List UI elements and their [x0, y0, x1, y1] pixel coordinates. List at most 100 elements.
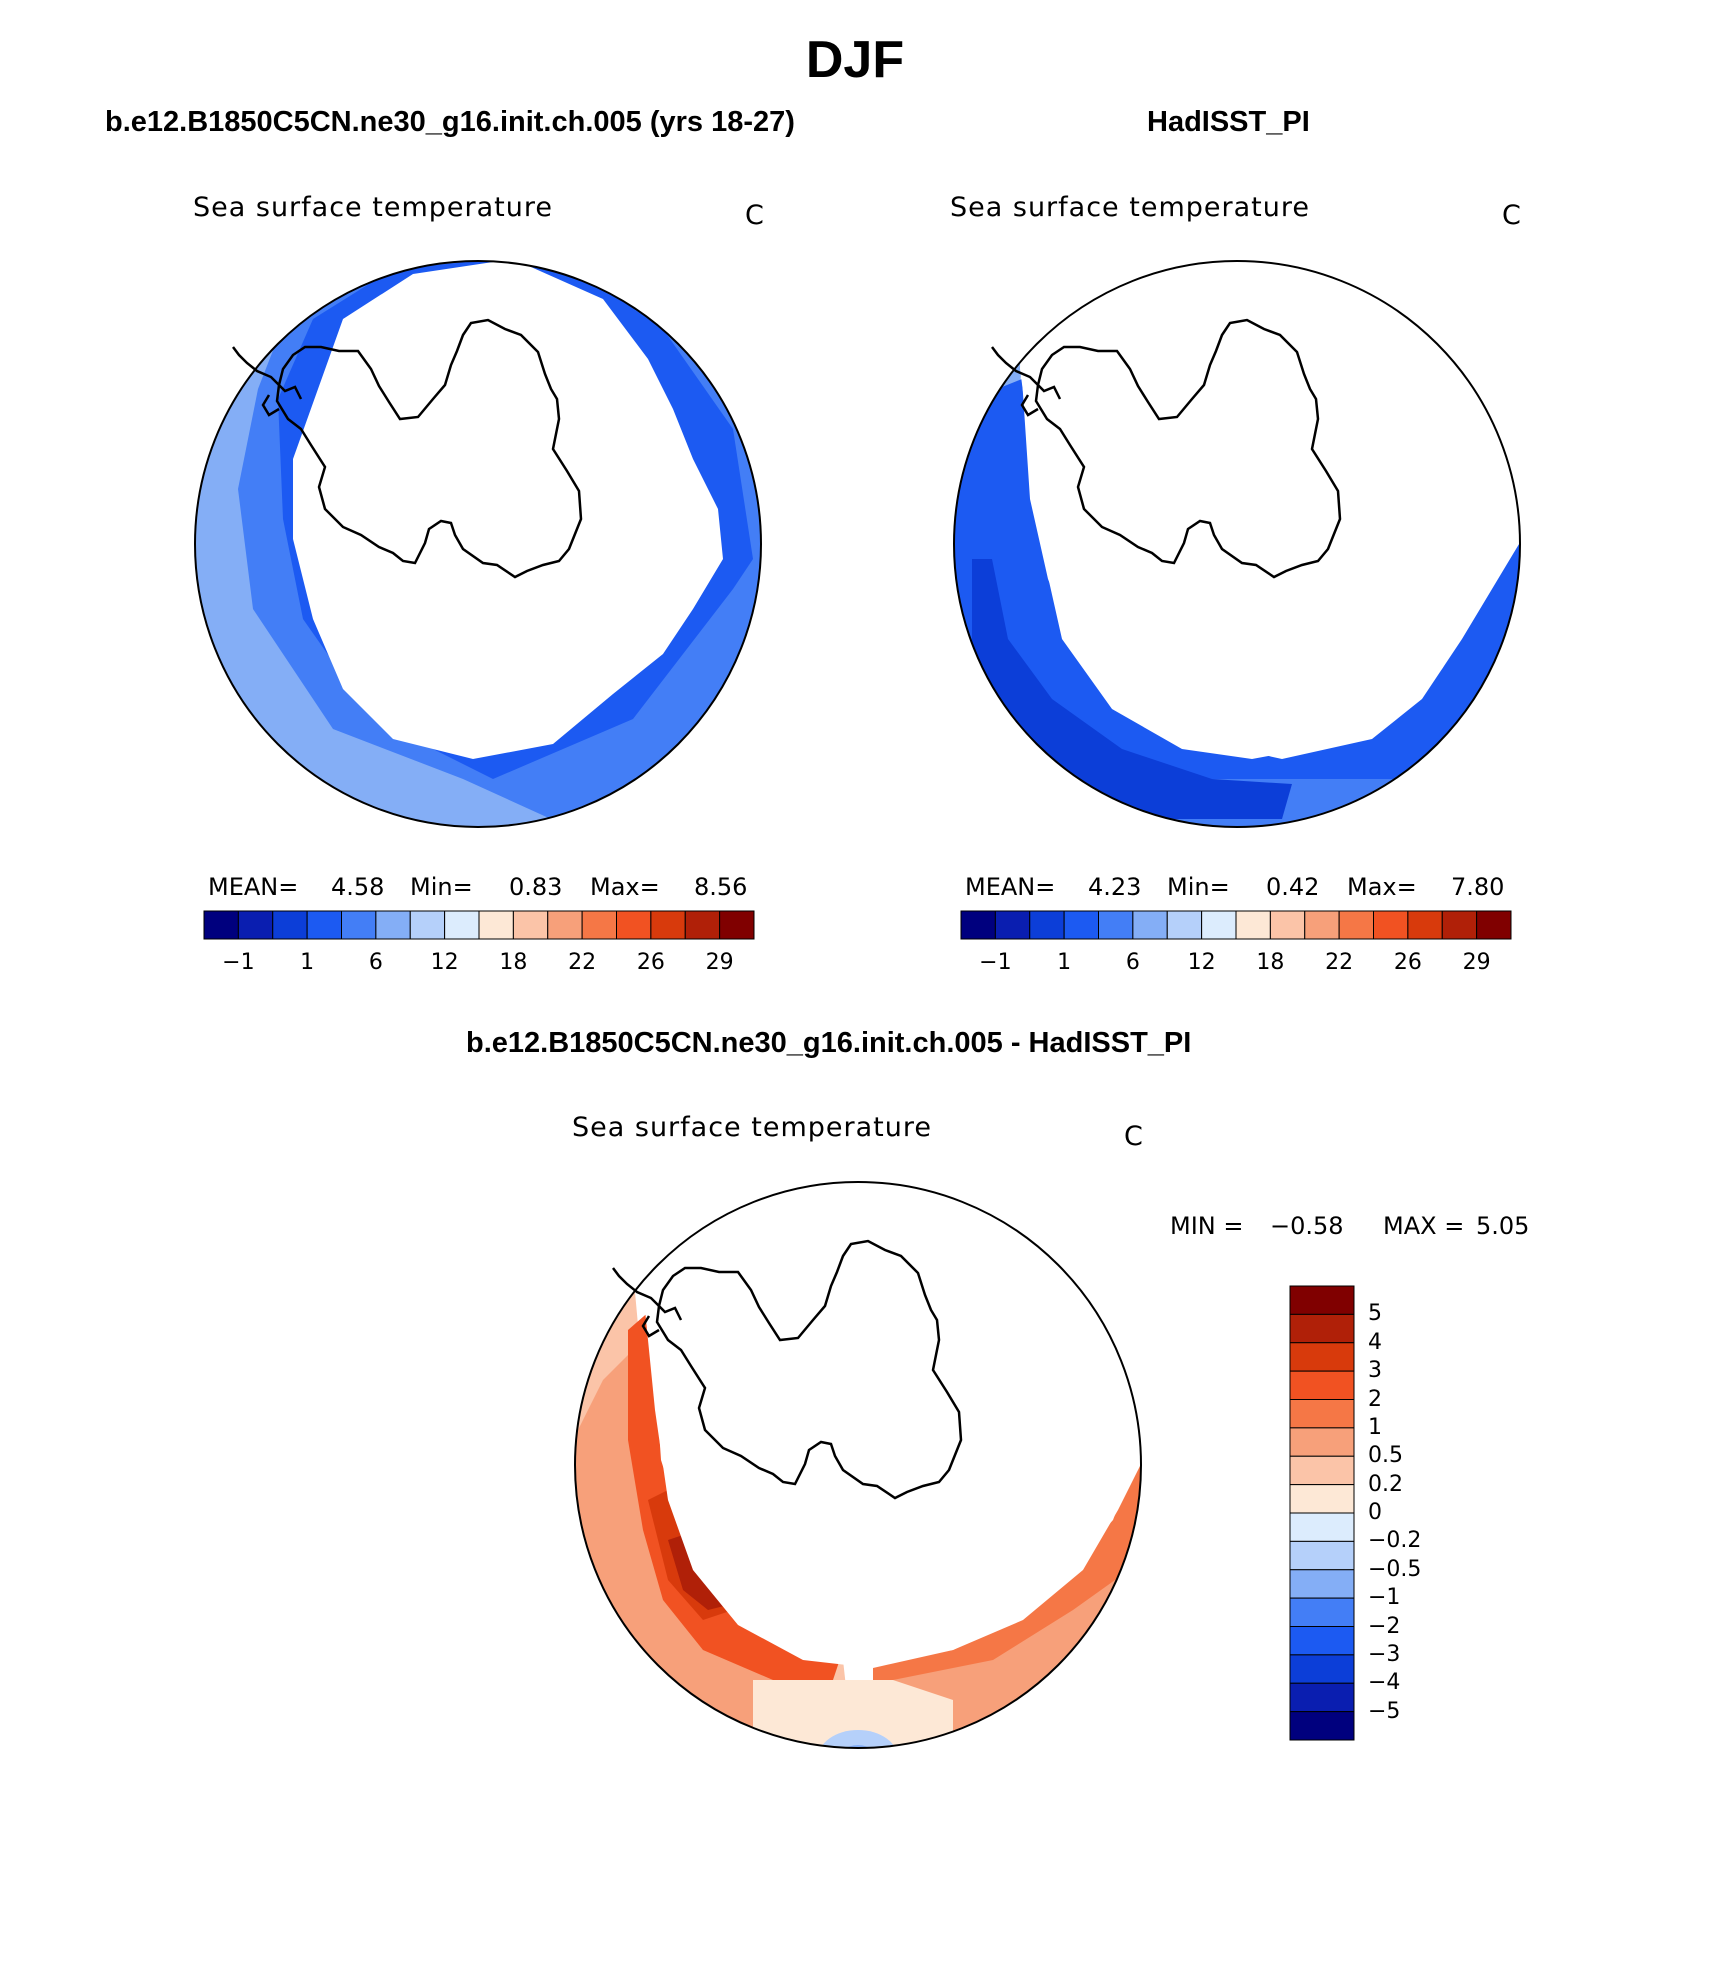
obs-colorbar — [960, 910, 1512, 940]
obs-mean-label: MEAN= — [965, 873, 1056, 901]
colorbar-swatch — [1289, 1427, 1355, 1457]
colorbar-swatch — [1289, 1540, 1355, 1571]
colorbar-swatch — [1289, 1285, 1355, 1315]
colorbar-tick-label: 22 — [1325, 950, 1354, 975]
colorbar-tick-label: −4 — [1368, 1670, 1401, 1696]
colorbar-swatch — [341, 910, 377, 940]
colorbar-tick-label: −2 — [1368, 1613, 1401, 1639]
model-polar-map — [194, 260, 762, 828]
colorbar-tick-label: 0.2 — [1368, 1471, 1403, 1497]
model-units-label: C — [745, 200, 764, 231]
colorbar-swatch — [581, 910, 617, 940]
colorbar-swatch — [547, 910, 583, 940]
colorbar-swatch — [1289, 1654, 1355, 1684]
obs-peninsula-outline — [991, 346, 1062, 417]
colorbar-swatch — [1132, 910, 1168, 940]
colorbar-tick-label: 29 — [1462, 950, 1491, 975]
colorbar-tick-label: 3 — [1368, 1358, 1382, 1384]
colorbar-swatch — [1289, 1569, 1355, 1599]
obs-units-label: C — [1502, 200, 1521, 231]
diff-max-label: MAX = — [1383, 1212, 1465, 1240]
diff-peninsula-outline — [612, 1267, 683, 1338]
model-max-label: Max= — [590, 873, 660, 901]
diff-min-label: MIN = — [1170, 1212, 1244, 1240]
colorbar-swatch — [512, 910, 549, 940]
colorbar-swatch — [1289, 1512, 1355, 1542]
model-colorbar — [203, 910, 755, 940]
colorbar-swatch — [444, 910, 480, 940]
colorbar-swatch — [1289, 1342, 1355, 1372]
main-title: DJF — [805, 31, 905, 89]
colorbar-tick-label: 6 — [368, 950, 383, 975]
diff-south-pale — [753, 1680, 953, 1748]
colorbar-tick-label: 18 — [499, 950, 528, 975]
diff-min-value: −0.58 — [1270, 1212, 1344, 1240]
diff-antarctica-outline — [655, 1239, 963, 1500]
colorbar-swatch — [1289, 1597, 1355, 1627]
colorbar-swatch — [306, 910, 342, 940]
colorbar-tick-label: 0 — [1368, 1500, 1382, 1525]
diff-polar-map — [574, 1181, 1142, 1749]
colorbar-tick-label: 26 — [636, 950, 665, 975]
colorbar-swatch — [1338, 910, 1374, 940]
colorbar-swatch — [1166, 910, 1203, 940]
colorbar-tick-label: −1 — [222, 950, 255, 975]
colorbar-swatch — [1304, 910, 1340, 940]
obs-antarctica-outline — [1034, 318, 1342, 579]
obs-min-value: 0.42 — [1266, 873, 1320, 901]
colorbar-tick-label: 4 — [1368, 1329, 1382, 1355]
colorbar-swatch — [994, 910, 1031, 940]
colorbar-tick-label: 18 — [1256, 950, 1285, 975]
colorbar-swatch — [1407, 910, 1443, 940]
obs-max-value: 7.80 — [1451, 873, 1505, 901]
colorbar-swatch — [1029, 910, 1065, 940]
colorbar-tick-label: 22 — [568, 950, 597, 975]
colorbar-swatch — [272, 910, 308, 940]
colorbar-swatch — [1269, 910, 1306, 940]
colorbar-swatch — [1289, 1484, 1355, 1514]
model-mean-value: 4.58 — [331, 873, 385, 901]
colorbar-tick-label: 26 — [1393, 950, 1422, 975]
colorbar-tick-label: 12 — [430, 950, 459, 975]
colorbar-tick-label: 1 — [1057, 950, 1072, 975]
colorbar-tick-label: 2 — [1368, 1386, 1382, 1412]
diff-units-label: C — [1124, 1121, 1143, 1152]
colorbar-swatch — [1235, 910, 1271, 940]
colorbar-swatch — [960, 910, 996, 940]
colorbar-swatch — [719, 910, 755, 940]
colorbar-tick-label: 5 — [1368, 1301, 1382, 1327]
colorbar-tick-label: −0.2 — [1368, 1528, 1422, 1554]
colorbar-swatch — [1289, 1313, 1355, 1344]
colorbar-swatch — [237, 910, 274, 940]
diff-negative-core — [836, 1745, 880, 1748]
colorbar-swatch — [1373, 910, 1409, 940]
obs-ocean-deep — [972, 559, 1292, 819]
colorbar-swatch — [478, 910, 514, 940]
colorbar-swatch — [1289, 1455, 1355, 1486]
colorbar-tick-label: −1 — [1368, 1585, 1401, 1611]
diff-max-value: 5.05 — [1476, 1212, 1530, 1240]
model-antarctica-outline — [275, 318, 583, 579]
diff-negative-patch — [818, 1730, 898, 1748]
model-min-label: Min= — [410, 873, 473, 901]
obs-panel-heading: HadISST_PI — [1147, 106, 1310, 138]
colorbar-tick-label: −5 — [1368, 1698, 1401, 1724]
model-min-value: 0.83 — [509, 873, 563, 901]
colorbar-tick-label: 12 — [1187, 950, 1216, 975]
obs-min-label: Min= — [1167, 873, 1230, 901]
colorbar-swatch — [1289, 1370, 1355, 1400]
obs-max-label: Max= — [1347, 873, 1417, 901]
colorbar-tick-label: 1 — [1368, 1414, 1382, 1440]
colorbar-swatch — [1098, 910, 1134, 940]
obs-ice-region — [1020, 261, 1520, 759]
colorbar-swatch — [1289, 1626, 1355, 1656]
diff-colorbar — [1289, 1285, 1355, 1741]
colorbar-swatch — [684, 910, 721, 940]
colorbar-tick-label: 1 — [300, 950, 315, 975]
colorbar-swatch — [375, 910, 411, 940]
colorbar-tick-label: 6 — [1125, 950, 1140, 975]
colorbar-tick-label: −3 — [1368, 1641, 1401, 1667]
colorbar-swatch — [650, 910, 686, 940]
colorbar-swatch — [1289, 1399, 1355, 1429]
colorbar-swatch — [1289, 1682, 1355, 1713]
